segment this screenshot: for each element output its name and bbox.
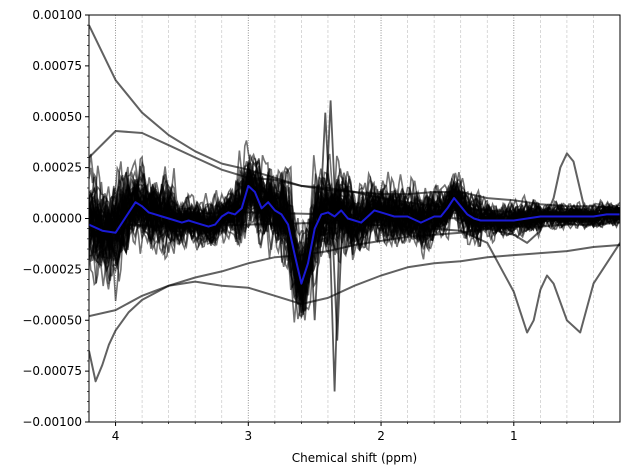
y-tick-label-1: −0.00075	[22, 364, 82, 378]
x-axis: 4 3 2 1	[112, 422, 594, 443]
spike-line-2	[319, 112, 332, 219]
outlier-line-2	[89, 221, 620, 383]
y-tick-label-6: 0.00050	[32, 110, 82, 124]
y-tick-label-3: −0.00025	[22, 262, 82, 276]
y-tick-label-5: 0.00025	[32, 161, 82, 175]
y-axis: −0.00100 −0.00075 −0.00050 −0.00025 0.00000 0…	[22, 8, 89, 429]
vertical-gridlines	[115, 15, 594, 422]
spectrum-line-52	[89, 179, 620, 304]
mean-spectrum	[89, 184, 620, 285]
y-tick-label-7: 0.00075	[32, 59, 82, 73]
outlier-line-4	[89, 221, 620, 334]
y-tick-label-8: 0.00100	[32, 8, 82, 22]
y-tick-label-2: −0.00050	[22, 313, 82, 327]
outlier-spectra	[89, 24, 620, 383]
mean-line	[89, 184, 620, 285]
outlier-line-1	[89, 130, 620, 210]
x-axis-title: Chemical shift (ppm)	[292, 451, 418, 465]
spike-line-0	[324, 100, 337, 219]
outlier-line-3	[89, 244, 620, 318]
x-tick-label-3: 1	[510, 429, 518, 443]
spike-line-1	[328, 218, 341, 392]
y-tick-label-4: 0.00000	[32, 212, 82, 226]
x-tick-label-1: 3	[244, 429, 252, 443]
spike-line-3	[331, 218, 344, 341]
y-tick-label-0: −0.00100	[22, 415, 82, 429]
outlier-line-5	[89, 152, 620, 244]
x-tick-label-0: 4	[112, 429, 120, 443]
x-tick-label-2: 2	[377, 429, 385, 443]
spectrum-line-54	[89, 150, 620, 273]
